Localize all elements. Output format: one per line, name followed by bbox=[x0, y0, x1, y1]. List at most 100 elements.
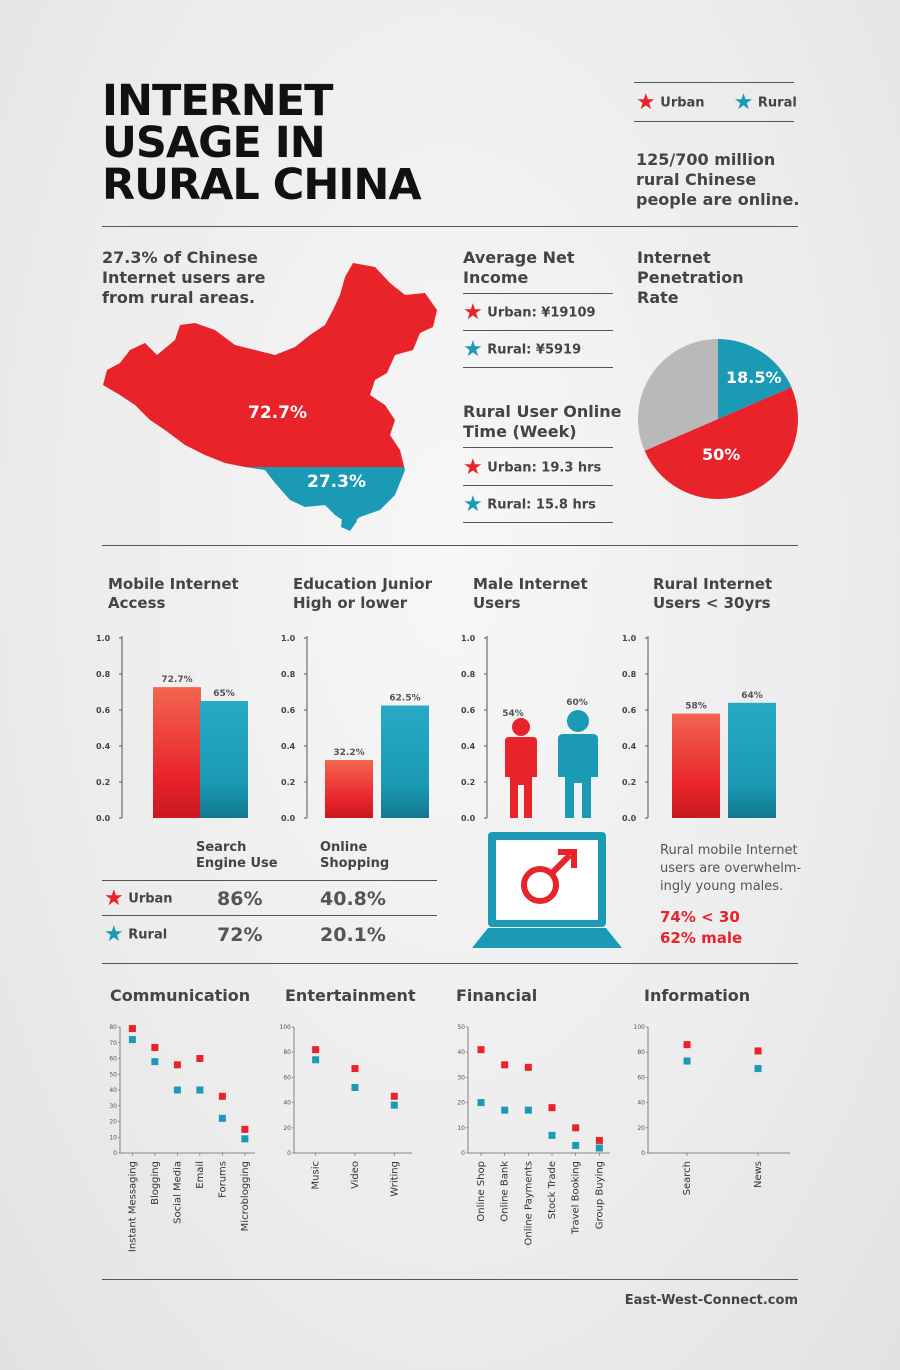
male-title-line: Male Internet bbox=[473, 575, 588, 593]
section-divider bbox=[102, 963, 798, 964]
y-tick-label: 40 bbox=[457, 1049, 465, 1056]
male-note-line: Rural mobile Internet bbox=[660, 843, 798, 858]
y-tick-label: 0.0 bbox=[281, 814, 296, 823]
y-tick-label: 0 bbox=[461, 1150, 465, 1157]
y-tick-label: 20 bbox=[109, 1119, 117, 1126]
online-time-title: Rural User Online Time (Week) bbox=[463, 402, 621, 442]
male-note: Rural mobile Internet users are overwhel… bbox=[660, 842, 801, 896]
china-map bbox=[103, 263, 437, 531]
young-title: Rural Internet Users < 30yrs bbox=[653, 575, 772, 613]
x-category-label: Blogging bbox=[150, 1161, 161, 1205]
footer-site: East-West-Connect.com bbox=[624, 1293, 798, 1308]
male-icon-urban bbox=[505, 718, 537, 818]
y-tick-label: 10 bbox=[457, 1125, 465, 1132]
y-tick-label: 40 bbox=[283, 1100, 291, 1107]
map-urban-area bbox=[103, 263, 437, 467]
income-urban: Urban: ¥19109 bbox=[487, 305, 596, 321]
point-rural bbox=[173, 1086, 181, 1094]
scatter-title: Financial bbox=[456, 986, 538, 1005]
y-tick-label: 20 bbox=[637, 1125, 645, 1132]
y-tick-label: 30 bbox=[457, 1074, 465, 1081]
x-category-label: Group Buying bbox=[594, 1161, 605, 1229]
pie-rural-label: 18.5% bbox=[726, 368, 782, 387]
rule bbox=[102, 915, 437, 916]
section-divider bbox=[102, 1279, 798, 1280]
point-rural bbox=[754, 1065, 762, 1073]
title-line-1: INTERNET bbox=[102, 76, 333, 126]
time-rural-row: ★ Rural: 15.8 hrs bbox=[463, 494, 596, 516]
y-tick-label: 80 bbox=[109, 1024, 117, 1031]
male-title-line: Users bbox=[473, 594, 521, 612]
y-tick-label: 0 bbox=[287, 1150, 291, 1157]
y-tick-label: 0.4 bbox=[622, 742, 637, 751]
pie-slice-2 bbox=[638, 339, 718, 451]
rule bbox=[463, 522, 613, 523]
y-tick-label: 0.6 bbox=[96, 706, 111, 715]
rule bbox=[463, 293, 613, 294]
penetration-title-line: Rate bbox=[637, 288, 679, 307]
education-title: Education Junior High or lower bbox=[293, 575, 432, 613]
point-urban bbox=[128, 1025, 136, 1033]
y-tick-label: 1.0 bbox=[622, 634, 637, 643]
male-note-line: users are overwhelm- bbox=[660, 861, 802, 876]
map-caption: 27.3% of Chinese Internet users are from… bbox=[102, 248, 265, 308]
point-rural bbox=[524, 1106, 532, 1114]
education-title-line: Education Junior bbox=[293, 575, 432, 593]
y-tick-label: 60 bbox=[283, 1074, 291, 1081]
map-rural-area bbox=[103, 467, 437, 525]
map-rural-pct: 27.3% bbox=[307, 472, 366, 492]
col-shopping-line: Shopping bbox=[320, 856, 390, 871]
star-icon: ★ bbox=[463, 492, 483, 517]
bar-value-label: 72.7% bbox=[161, 675, 192, 685]
x-category-label: News bbox=[753, 1161, 764, 1188]
point-urban bbox=[524, 1063, 532, 1071]
map-urban-pct: 72.7% bbox=[248, 403, 307, 423]
x-category-label: Online Bank bbox=[500, 1161, 511, 1222]
income-title-line: Average Net bbox=[463, 248, 575, 267]
legend-bottom-rule bbox=[634, 121, 794, 122]
bar-value-label: 54% bbox=[502, 709, 524, 719]
y-tick-label: 1.0 bbox=[461, 634, 476, 643]
scatter-title: Entertainment bbox=[285, 986, 416, 1005]
star-icon: ★ bbox=[104, 922, 124, 947]
point-urban bbox=[572, 1124, 580, 1132]
star-icon: ★ bbox=[463, 455, 483, 480]
point-rural bbox=[196, 1086, 204, 1094]
mobile-title-line: Mobile Internet bbox=[108, 575, 239, 593]
point-rural bbox=[683, 1057, 691, 1065]
point-urban bbox=[754, 1047, 762, 1055]
point-urban bbox=[151, 1043, 159, 1051]
star-icon: ★ bbox=[104, 886, 124, 911]
urban-search-value: 86% bbox=[217, 888, 263, 910]
y-tick-label: 0.8 bbox=[96, 670, 111, 679]
mobile-title-line: Access bbox=[108, 594, 166, 612]
online-stat-line: 125/700 million bbox=[636, 150, 776, 169]
point-rural bbox=[390, 1101, 398, 1109]
y-tick-label: 50 bbox=[457, 1024, 465, 1031]
online-stat: 125/700 million rural Chinese people are… bbox=[636, 150, 799, 210]
y-tick-label: 20 bbox=[283, 1125, 291, 1132]
point-urban bbox=[173, 1061, 181, 1069]
penetration-title-line: Penetration bbox=[637, 268, 744, 287]
online-time-title-line: Time (Week) bbox=[463, 422, 577, 441]
star-icon: ★ bbox=[463, 300, 483, 325]
legend-top-rule bbox=[634, 82, 794, 83]
education-title-line: High or lower bbox=[293, 594, 408, 612]
male-title: Male Internet Users bbox=[473, 575, 588, 613]
bar-value-label: 65% bbox=[213, 689, 235, 699]
point-urban bbox=[218, 1092, 226, 1100]
income-rural-row: ★ Rural: ¥5919 bbox=[463, 339, 581, 361]
pie-urban-label: 50% bbox=[702, 445, 741, 464]
y-tick-label: 60 bbox=[109, 1056, 117, 1063]
scatter-title: Communication bbox=[110, 986, 251, 1005]
male-icon-rural bbox=[558, 710, 598, 818]
point-urban bbox=[241, 1125, 249, 1133]
x-category-label: Online Payments bbox=[523, 1161, 534, 1245]
income-title: Average Net Income bbox=[463, 248, 575, 288]
point-rural bbox=[351, 1083, 359, 1091]
point-urban bbox=[501, 1061, 509, 1069]
y-tick-label: 0.8 bbox=[622, 670, 637, 679]
y-tick-label: 0.6 bbox=[622, 706, 637, 715]
income-rural: Rural: ¥5919 bbox=[487, 342, 582, 358]
rural-shopping-value: 20.1% bbox=[320, 924, 386, 946]
